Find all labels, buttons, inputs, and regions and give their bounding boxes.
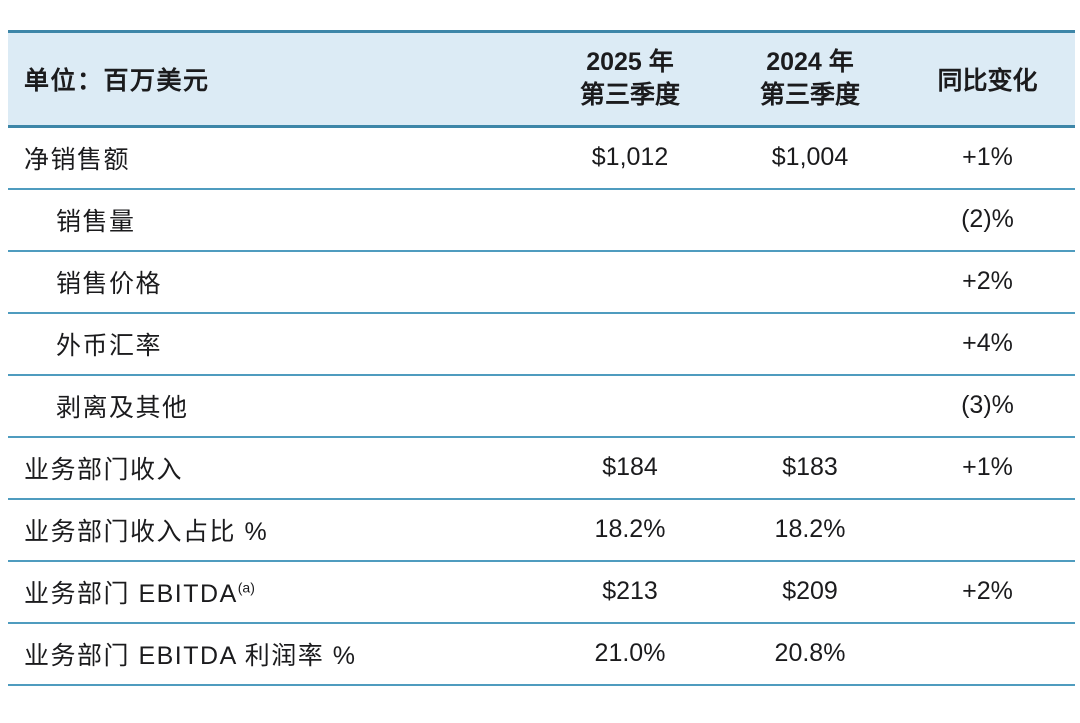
row-label-text: 剥离及其他 <box>56 393 189 422</box>
value-yoy: +4% <box>962 329 1013 357</box>
value-yoy: (3)% <box>961 391 1014 419</box>
value-q3-2024 <box>720 375 900 437</box>
value-yoy <box>900 623 1075 685</box>
table-row-segment-income-pct: 业务部门收入占比 % 18.2% 18.2% <box>8 498 1075 561</box>
value-q3-2025 <box>540 375 720 437</box>
row-label: 剥离及其他 <box>8 375 540 437</box>
value-q3-2024 <box>720 189 900 251</box>
row-label: 业务部门 EBITDA(a) <box>8 561 540 623</box>
value-yoy: +2% <box>962 577 1013 605</box>
value-q3-2025: 18.2% <box>594 515 666 543</box>
row-label: 外币汇率 <box>8 313 540 375</box>
value-q3-2024 <box>720 251 900 313</box>
row-label-text: 业务部门 EBITDA <box>24 579 238 608</box>
value-q3-2025: $1,012 <box>591 143 669 172</box>
value-q3-2025 <box>540 251 720 313</box>
value-q3-2024: $209 <box>782 577 838 605</box>
row-label-text: 业务部门 EBITDA 利润率 % <box>24 641 357 670</box>
financial-summary-page: 单位：百万美元 2025 年 第三季度 2024 年 第三季度 同比变化 净销售… <box>8 30 1075 686</box>
value-q3-2024: 18.2% <box>774 515 846 543</box>
value-q3-2024: $1,004 <box>771 143 849 172</box>
unit-header-cell: 单位：百万美元 <box>8 32 540 127</box>
row-label-text: 业务部门收入占比 % <box>24 517 269 546</box>
row-label-text: 销售量 <box>56 207 136 236</box>
value-q3-2024 <box>720 313 900 375</box>
financial-summary-table: 单位：百万美元 2025 年 第三季度 2024 年 第三季度 同比变化 净销售… <box>8 30 1075 686</box>
table-row-sales-price: 销售价格 +2% <box>8 250 1075 313</box>
table-row-sales-volume: 销售量 (2)% <box>8 188 1075 251</box>
row-label-text: 净销售额 <box>24 145 131 174</box>
table-row-segment-ebitda-margin: 业务部门 EBITDA 利润率 % 21.0% 20.8% <box>8 622 1075 685</box>
header-row: 单位：百万美元 2025 年 第三季度 2024 年 第三季度 同比变化 <box>8 31 1075 127</box>
table-row-segment-income: 业务部门收入 $184 $183 +1% <box>8 436 1075 499</box>
col-header-q3-2024-quarter: 第三季度 <box>759 81 860 109</box>
value-q3-2025: 21.0% <box>594 639 666 667</box>
value-yoy: (2)% <box>961 205 1014 233</box>
yoy-header-label: 同比变化 <box>937 67 1038 95</box>
table-row-divestitures-other: 剥离及其他 (3)% <box>8 374 1075 437</box>
unit-label: 单位：百万美元 <box>24 67 210 95</box>
row-label-text: 销售价格 <box>56 269 163 298</box>
row-label: 业务部门 EBITDA 利润率 % <box>8 623 540 685</box>
value-yoy <box>900 499 1075 561</box>
row-label: 净销售额 <box>8 127 540 189</box>
col-header-q3-2025-quarter: 第三季度 <box>579 81 680 109</box>
value-q3-2025 <box>540 313 720 375</box>
col-header-q3-2024: 2024 年 第三季度 <box>720 32 900 127</box>
table-row-foreign-currency: 外币汇率 +4% <box>8 312 1075 375</box>
value-yoy: +1% <box>962 453 1013 481</box>
row-label-text: 外币汇率 <box>56 331 163 360</box>
row-label: 销售量 <box>8 189 540 251</box>
value-yoy: +2% <box>962 267 1013 295</box>
value-q3-2025: $213 <box>602 577 658 605</box>
row-label: 业务部门收入 <box>8 437 540 499</box>
col-header-yoy-change: 同比变化 <box>900 32 1075 127</box>
table-row-net-sales: 净销售额 $1,012 $1,004 +1% <box>8 126 1075 189</box>
row-label: 业务部门收入占比 % <box>8 499 540 561</box>
value-q3-2025: $184 <box>602 453 658 481</box>
value-yoy: +1% <box>962 143 1013 172</box>
col-header-q3-2024-year: 2024 年 <box>766 48 854 76</box>
value-q3-2024: 20.8% <box>774 639 846 667</box>
value-q3-2024: $183 <box>782 453 838 481</box>
value-q3-2025 <box>540 189 720 251</box>
row-label: 销售价格 <box>8 251 540 313</box>
col-header-q3-2025-year: 2025 年 <box>586 48 674 76</box>
row-label-text: 业务部门收入 <box>24 455 184 484</box>
footnote-marker: (a) <box>237 579 255 596</box>
table-row-segment-ebitda: 业务部门 EBITDA(a) $213 $209 +2% <box>8 560 1075 623</box>
col-header-q3-2025: 2025 年 第三季度 <box>540 32 720 127</box>
